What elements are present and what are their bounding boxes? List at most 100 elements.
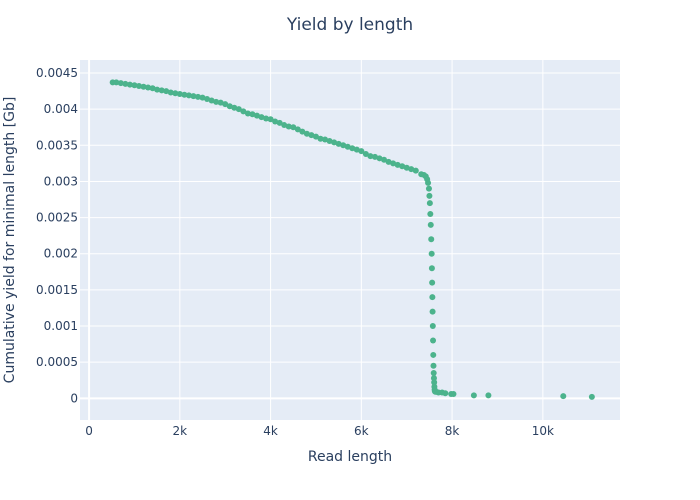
data-point[interactable] (428, 265, 435, 272)
data-point[interactable] (113, 79, 120, 86)
x-axis-title: Read length (308, 449, 392, 465)
data-points[interactable] (109, 79, 595, 400)
data-point[interactable] (204, 96, 211, 103)
data-point[interactable] (429, 308, 436, 315)
data-point[interactable] (312, 133, 319, 140)
data-point[interactable] (403, 164, 410, 171)
data-point[interactable] (430, 362, 437, 369)
x-tick-label: 4k (263, 424, 278, 438)
data-point[interactable] (194, 93, 201, 100)
data-point[interactable] (358, 148, 365, 155)
data-point[interactable] (408, 166, 415, 173)
data-point[interactable] (430, 370, 437, 377)
data-point[interactable] (249, 111, 256, 118)
data-point[interactable] (426, 200, 433, 207)
data-point[interactable] (429, 279, 436, 286)
data-point[interactable] (258, 114, 265, 121)
data-point[interactable] (222, 101, 229, 108)
plot-background (80, 60, 620, 420)
data-point[interactable] (226, 103, 233, 110)
data-point[interactable] (340, 142, 347, 149)
data-point[interactable] (335, 140, 342, 147)
data-point[interactable] (294, 126, 301, 133)
data-point[interactable] (428, 236, 435, 243)
data-point[interactable] (427, 221, 434, 228)
data-point[interactable] (430, 375, 437, 382)
data-point[interactable] (431, 379, 438, 386)
data-point[interactable] (588, 393, 595, 400)
y-tick-label: 0.002 (44, 247, 78, 261)
data-point[interactable] (172, 90, 179, 97)
data-point[interactable] (430, 351, 437, 358)
x-tick-label: 8k (445, 424, 460, 438)
data-point[interactable] (176, 90, 183, 97)
data-point[interactable] (117, 80, 124, 87)
data-point[interactable] (317, 135, 324, 142)
data-point[interactable] (253, 112, 260, 119)
data-point[interactable] (208, 97, 215, 104)
data-point[interactable] (412, 167, 419, 174)
data-point[interactable] (235, 106, 242, 113)
data-point[interactable] (344, 143, 351, 150)
data-point[interactable] (394, 161, 401, 168)
data-point[interactable] (285, 123, 292, 130)
data-point[interactable] (371, 153, 378, 160)
data-point[interactable] (167, 89, 174, 96)
data-point[interactable] (362, 150, 369, 157)
data-point[interactable] (135, 83, 142, 90)
data-point[interactable] (429, 323, 436, 330)
data-point[interactable] (442, 390, 449, 397)
data-point[interactable] (217, 99, 224, 106)
data-point[interactable] (470, 392, 477, 399)
data-point[interactable] (426, 192, 433, 199)
data-point[interactable] (149, 85, 156, 92)
data-point[interactable] (367, 153, 374, 160)
data-point[interactable] (281, 122, 288, 129)
data-point[interactable] (276, 119, 283, 126)
data-point[interactable] (485, 392, 492, 399)
data-point[interactable] (385, 158, 392, 165)
data-point[interactable] (267, 116, 274, 123)
data-point[interactable] (140, 83, 147, 90)
data-point[interactable] (560, 393, 567, 400)
data-point[interactable] (353, 146, 360, 153)
data-point[interactable] (185, 92, 192, 99)
data-point[interactable] (303, 130, 310, 137)
data-point[interactable] (331, 139, 338, 146)
data-point[interactable] (199, 94, 206, 101)
data-point[interactable] (322, 136, 329, 143)
data-point[interactable] (376, 155, 383, 162)
data-point[interactable] (154, 86, 161, 93)
data-point[interactable] (126, 81, 133, 88)
data-point[interactable] (427, 210, 434, 217)
data-point[interactable] (428, 250, 435, 257)
data-point[interactable] (145, 84, 152, 91)
data-point[interactable] (430, 337, 437, 344)
data-point[interactable] (381, 156, 388, 163)
data-point[interactable] (450, 390, 457, 397)
data-point[interactable] (181, 91, 188, 98)
data-point[interactable] (272, 118, 279, 125)
data-point[interactable] (231, 104, 238, 111)
data-point[interactable] (190, 93, 197, 100)
data-point[interactable] (240, 108, 247, 115)
data-point[interactable] (429, 294, 436, 301)
data-point[interactable] (290, 124, 297, 131)
data-point[interactable] (390, 160, 397, 167)
data-point[interactable] (299, 128, 306, 135)
data-point[interactable] (308, 132, 315, 139)
data-point[interactable] (213, 98, 220, 105)
y-tick-label: 0.003 (44, 174, 78, 188)
data-point[interactable] (425, 179, 432, 186)
data-point[interactable] (158, 87, 165, 94)
data-point[interactable] (326, 137, 333, 144)
data-point[interactable] (399, 163, 406, 170)
x-tick-label: 10k (532, 424, 554, 438)
data-point[interactable] (131, 82, 138, 89)
data-point[interactable] (163, 88, 170, 95)
data-point[interactable] (263, 115, 270, 122)
data-point[interactable] (122, 80, 129, 87)
data-point[interactable] (244, 110, 251, 117)
data-point[interactable] (349, 145, 356, 152)
data-point[interactable] (425, 185, 432, 192)
